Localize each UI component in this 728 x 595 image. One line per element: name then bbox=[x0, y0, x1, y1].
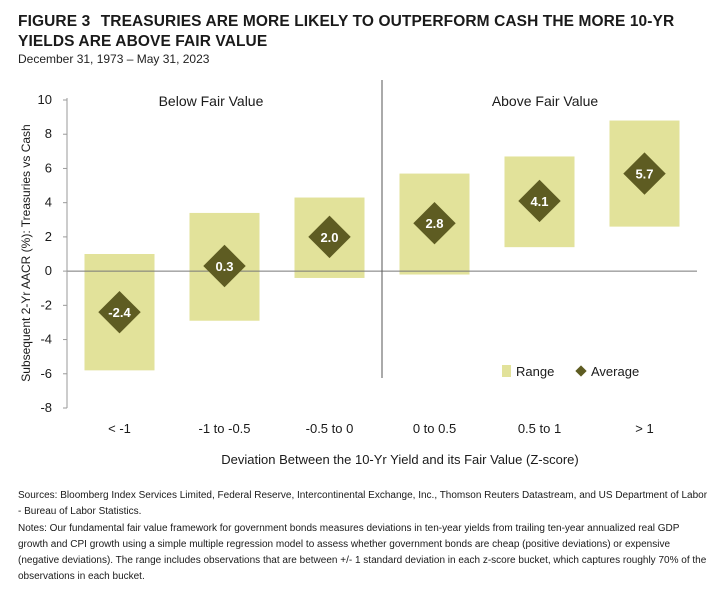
y-tick-label: -2 bbox=[40, 297, 52, 312]
x-tick-label: 0.5 to 1 bbox=[518, 421, 561, 436]
legend-range-label: Range bbox=[516, 364, 554, 379]
average-point bbox=[203, 244, 246, 288]
x-tick-label: -0.5 to 0 bbox=[306, 421, 354, 436]
y-tick-label: 8 bbox=[45, 126, 52, 141]
y-tick-label: 10 bbox=[38, 92, 52, 107]
y-tick-label: 6 bbox=[45, 160, 52, 175]
average-data-label: 2.8 bbox=[425, 216, 443, 231]
figure-number: FIGURE 3 bbox=[18, 13, 91, 30]
figure-title-text: TREASURIES ARE MORE LIKELY TO OUTPERFORM… bbox=[18, 13, 675, 50]
y-tick-label: -6 bbox=[40, 366, 52, 381]
x-tick-label: > 1 bbox=[635, 421, 653, 436]
range-average-chart: 10 8 6 4 2 0 -2 -4 -6 -8 < -1 -1 to -0.5 -0.5 to 0 0 … bbox=[19, 80, 697, 467]
region-label-below: Below Fair Value bbox=[159, 93, 264, 109]
x-tick-label: 0 to 0.5 bbox=[413, 421, 456, 436]
y-tick-label: 4 bbox=[45, 195, 52, 210]
x-axis-title: Deviation Between the 10-Yr Yield and it… bbox=[221, 452, 578, 467]
average-data-label: 2.0 bbox=[320, 230, 338, 245]
average-point bbox=[308, 215, 351, 259]
average-data-label: 0.3 bbox=[215, 259, 233, 274]
legend-average-label: Average bbox=[591, 364, 639, 379]
average-point bbox=[413, 201, 456, 245]
average-data-label: 5.7 bbox=[635, 167, 653, 182]
figure-title: FIGURE 3 TREASURIES ARE MORE LIKELY TO O… bbox=[18, 12, 708, 52]
y-tick-label: -4 bbox=[40, 332, 52, 347]
average-data-label: -2.4 bbox=[108, 305, 131, 320]
y-tick-label: -8 bbox=[40, 400, 52, 415]
average-data-label: 4.1 bbox=[530, 194, 548, 209]
legend-average-marker bbox=[575, 365, 587, 377]
x-tick-label: -1 to -0.5 bbox=[198, 421, 250, 436]
sources-note: Sources: Bloomberg Index Services Limite… bbox=[18, 490, 708, 517]
x-tick-label: < -1 bbox=[108, 421, 131, 436]
legend: Range Average bbox=[502, 364, 639, 379]
legend-range-swatch bbox=[502, 365, 511, 377]
y-tick-label: 2 bbox=[45, 229, 52, 244]
y-tick-label: 0 bbox=[45, 263, 52, 278]
figure-subtitle: December 31, 1973 – May 31, 2023 bbox=[18, 52, 210, 66]
notes-text: Notes: Our fundamental fair value framew… bbox=[18, 523, 707, 582]
average-point bbox=[98, 290, 141, 334]
footnotes: Sources: Bloomberg Index Services Limite… bbox=[18, 488, 710, 586]
y-axis-title: Subsequent 2-Yr AACR (%): Treasuries vs … bbox=[19, 124, 33, 381]
region-label-above: Above Fair Value bbox=[492, 93, 599, 109]
